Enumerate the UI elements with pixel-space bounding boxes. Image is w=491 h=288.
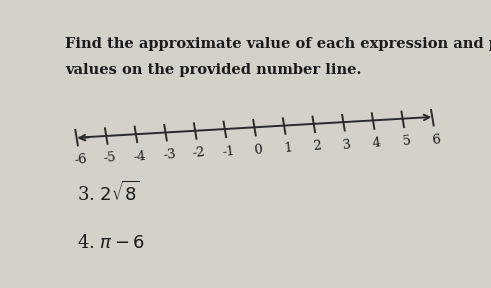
Text: -4: -4 [133, 149, 147, 164]
Text: 1: 1 [283, 141, 293, 155]
Text: 2: 2 [313, 140, 322, 153]
Text: 6: 6 [431, 133, 441, 147]
Text: -2: -2 [192, 146, 206, 160]
Text: values on the provided number line.: values on the provided number line. [65, 63, 362, 77]
Text: 3. $2\sqrt{8}$: 3. $2\sqrt{8}$ [77, 181, 139, 205]
Text: 4. $\pi - 6$: 4. $\pi - 6$ [77, 234, 145, 252]
Text: -5: -5 [103, 151, 117, 165]
Text: 3: 3 [342, 138, 352, 152]
Text: -3: -3 [162, 148, 176, 162]
Text: Find the approximate value of each expression and plot both: Find the approximate value of each expre… [65, 37, 491, 51]
Text: 5: 5 [402, 134, 411, 148]
Text: -1: -1 [221, 144, 236, 158]
Text: -6: -6 [73, 153, 87, 167]
Text: 0: 0 [253, 143, 263, 157]
Text: 4: 4 [372, 136, 382, 150]
